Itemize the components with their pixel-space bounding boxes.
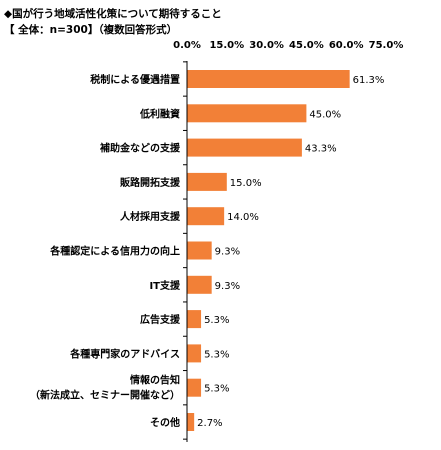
category-label: 販路開拓支援	[120, 176, 181, 189]
category-label: 税制による優遇措置	[90, 73, 180, 86]
x-tick-label: 0.0%	[173, 40, 201, 51]
bar	[187, 70, 350, 88]
category-label: 各種専門家のアドバイス	[69, 347, 180, 360]
data-label: 15.0%	[230, 178, 262, 189]
data-label: 5.3%	[204, 349, 229, 360]
x-tick-label: 60.0%	[329, 40, 364, 51]
data-label: 9.3%	[215, 247, 240, 258]
chart-subtitle: 【 全体：n=300】（複数回答形式）	[4, 24, 178, 36]
x-tick-label: 15.0%	[209, 40, 244, 51]
bar	[187, 172, 227, 191]
category-label: 補助金などの支援	[99, 142, 181, 155]
category-label: 情報の告知（新法成立、セミナー開催など）	[30, 374, 180, 402]
data-label: 61.3%	[353, 75, 385, 86]
category-label: 各種認定による信用力の向上	[49, 245, 180, 258]
bar	[187, 241, 212, 260]
bar	[187, 104, 307, 123]
bar	[187, 378, 202, 397]
bar	[187, 138, 302, 157]
category-label: 広告支援	[140, 313, 181, 326]
bar	[187, 344, 202, 363]
data-label: 14.0%	[227, 212, 259, 223]
bar	[187, 207, 225, 226]
category-label: IT支援	[149, 279, 181, 292]
category-label: 人材採用支援	[120, 210, 181, 223]
data-label: 5.3%	[204, 384, 229, 395]
category-label: その他	[150, 416, 180, 429]
data-label: 2.7%	[197, 418, 222, 429]
bar	[187, 275, 212, 294]
bar	[187, 413, 195, 431]
data-label: 9.3%	[215, 281, 240, 292]
x-tick-label: 45.0%	[289, 40, 324, 51]
data-label: 45.0%	[309, 109, 341, 120]
x-tick-label: 75.0%	[369, 40, 404, 51]
bar	[187, 310, 202, 329]
chart-title: ◆国が行う地域活性化策について期待すること	[4, 8, 222, 20]
category-label: 低利融資	[139, 107, 180, 120]
data-label: 43.3%	[305, 144, 337, 155]
data-label: 5.3%	[204, 315, 229, 326]
x-tick-label: 30.0%	[249, 40, 284, 51]
